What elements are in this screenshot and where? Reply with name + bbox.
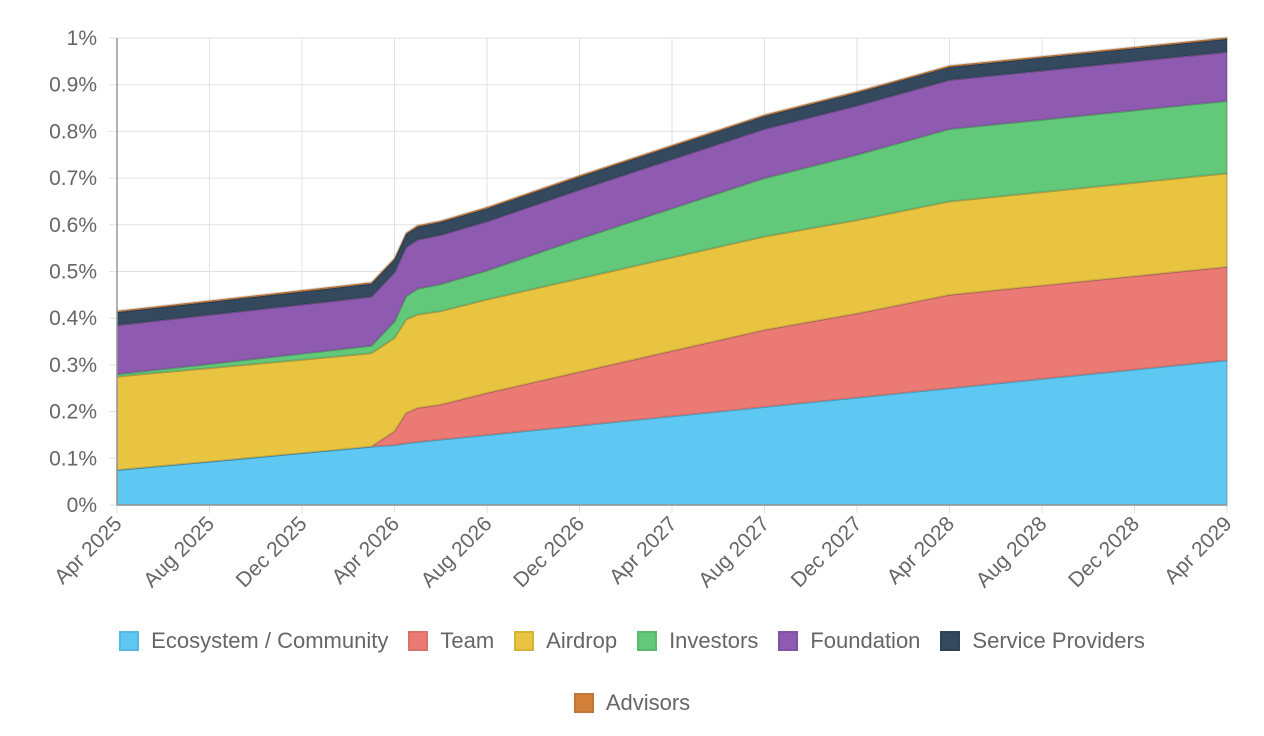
legend-swatch bbox=[119, 631, 140, 651]
x-tick-label: Dec 2027 bbox=[787, 512, 867, 592]
x-tick-label: Dec 2026 bbox=[509, 512, 589, 592]
y-tick-label: 0.4% bbox=[49, 307, 97, 330]
legend-label: Foundation bbox=[810, 628, 921, 653]
legend: Ecosystem / Community Team Airdrop Investor… bbox=[0, 628, 1264, 716]
legend-item-airdrop[interactable]: Airdrop bbox=[514, 628, 617, 654]
legend-label: Team bbox=[440, 628, 495, 653]
y-tick-label: 0.7% bbox=[49, 167, 97, 190]
x-tick-label: Apr 2027 bbox=[605, 512, 682, 589]
area-foundation bbox=[116, 51, 1228, 376]
area-advisors bbox=[116, 36, 1228, 314]
x-tick-label: Dec 2028 bbox=[1064, 512, 1144, 592]
legend-label: Airdrop bbox=[546, 628, 618, 653]
area-team bbox=[116, 265, 1228, 471]
area-airdrop bbox=[116, 172, 1228, 471]
y-tick-label: 0.2% bbox=[49, 401, 97, 424]
x-tick-label: Aug 2027 bbox=[694, 512, 774, 592]
x-tick-label: Aug 2026 bbox=[417, 512, 497, 592]
legend-label: Ecosystem / Community bbox=[151, 628, 389, 653]
x-tick-label: Dec 2025 bbox=[232, 512, 312, 592]
x-tick-label: Aug 2028 bbox=[972, 512, 1052, 592]
y-tick-label: 0.8% bbox=[49, 120, 97, 143]
legend-item-investors[interactable]: Investors bbox=[637, 628, 758, 654]
x-tick-label: Apr 2028 bbox=[883, 512, 960, 589]
legend-label: Advisors bbox=[605, 690, 691, 715]
legend-swatch bbox=[408, 631, 429, 651]
x-tick-label: Apr 2029 bbox=[1160, 512, 1237, 589]
y-tick-label: 0.1% bbox=[49, 447, 97, 470]
legend-item-foundation[interactable]: Foundation bbox=[778, 628, 920, 654]
chart-canvas: 0% 0.1% 0.2% 0.3% 0.4% 0.5% 0.6% 0.7% 0.8% 0.9% 1%… bbox=[49, 27, 1237, 592]
legend-label: Investors bbox=[669, 628, 759, 653]
y-tick-label: 0.9% bbox=[49, 74, 97, 97]
legend-label: Service Providers bbox=[972, 628, 1145, 653]
legend-item-team[interactable]: Team bbox=[408, 628, 494, 654]
y-tick-label: 0.5% bbox=[49, 261, 97, 284]
area-investors bbox=[116, 100, 1228, 378]
legend-swatch bbox=[514, 631, 535, 651]
y-tick-label: 0.6% bbox=[49, 214, 97, 237]
area-service-providers bbox=[116, 37, 1228, 327]
legend-swatch bbox=[940, 631, 961, 651]
y-tick-label: 0.3% bbox=[49, 354, 97, 377]
legend-swatch bbox=[778, 631, 799, 651]
x-tick-label: Apr 2026 bbox=[328, 512, 405, 589]
x-tick-label: Aug 2025 bbox=[139, 512, 219, 592]
stacked-areas bbox=[116, 36, 1228, 506]
y-tick-label: 1% bbox=[67, 27, 97, 50]
legend-item-service-providers[interactable]: Service Providers bbox=[940, 628, 1145, 654]
legend-item-advisors[interactable]: Advisors bbox=[573, 690, 691, 716]
legend-swatch bbox=[637, 631, 658, 651]
legend-swatch bbox=[573, 693, 594, 713]
x-tick-label: Apr 2025 bbox=[50, 512, 127, 589]
y-tick-label: 0% bbox=[67, 494, 97, 517]
legend-item-ecosystem-community[interactable]: Ecosystem / Community bbox=[119, 628, 388, 654]
